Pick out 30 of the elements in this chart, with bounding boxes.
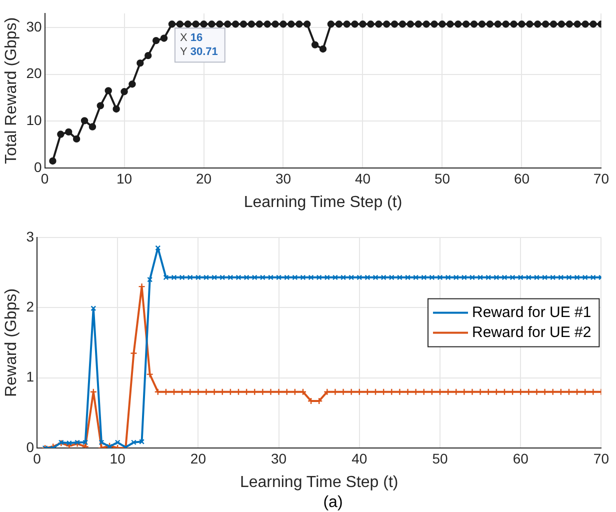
text: (a) bbox=[322, 494, 344, 512]
x-tick-label: 30 bbox=[275, 170, 292, 186]
x-tick-label: 60 bbox=[512, 450, 529, 466]
x-axis-title: Learning Time Step (t) bbox=[240, 474, 398, 491]
y-tick-label: 3 bbox=[26, 228, 34, 244]
x-tick-label: 10 bbox=[110, 450, 126, 466]
y-axis-title: Reward (Gbps) bbox=[3, 288, 20, 397]
x-tick-label: 40 bbox=[352, 450, 368, 466]
y-tick-label: 20 bbox=[26, 65, 42, 82]
x-tick-label: 30 bbox=[271, 450, 287, 466]
x-tick-label: 60 bbox=[514, 170, 530, 186]
annotation: X 16 Y 30.71 bbox=[180, 32, 218, 58]
y-tick-label: 0 bbox=[34, 158, 42, 175]
x-axis-title: Learning Time Step (t) bbox=[244, 194, 402, 211]
y-axis-title: Total Reward (Gbps) bbox=[3, 17, 20, 164]
y-tick-label: 30 bbox=[26, 18, 42, 34]
x-tick-label: 70 bbox=[593, 170, 610, 186]
x-tick-label: 50 bbox=[432, 450, 448, 466]
legend-label: Reward for UE #2 bbox=[472, 324, 592, 341]
x-tick-label: 20 bbox=[196, 170, 212, 186]
legend-label: Reward for UE #1 bbox=[472, 304, 592, 321]
x-tick-label: 40 bbox=[354, 170, 371, 186]
y-tick-label: 2 bbox=[26, 298, 34, 314]
x-tick-label: 10 bbox=[116, 170, 132, 186]
x-tick-label: 20 bbox=[190, 450, 206, 466]
y-tick-label: 0 bbox=[26, 438, 34, 455]
x-tick-label: 70 bbox=[593, 450, 610, 466]
x-tick-label: 50 bbox=[434, 170, 450, 186]
y-tick-label: 10 bbox=[26, 112, 42, 128]
y-tick-label: 1 bbox=[26, 368, 34, 385]
